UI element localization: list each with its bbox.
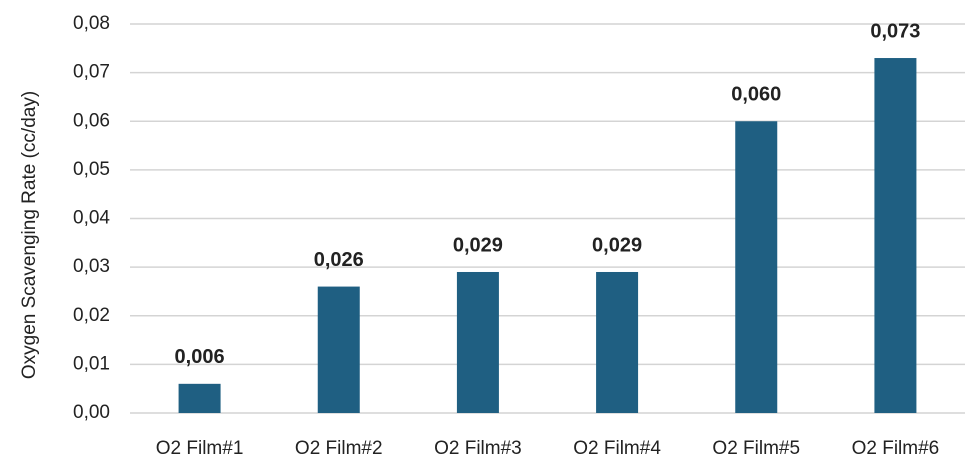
bar	[317, 286, 360, 413]
value-label: 0,029	[453, 234, 503, 256]
bar	[596, 271, 639, 413]
y-tick-label: 0,02	[73, 305, 110, 326]
y-tick-label: 0,00	[73, 402, 110, 423]
y-axis-title: Oxygen Scavenging Rate (cc/day)	[19, 91, 40, 379]
x-tick-label: O2 Film#3	[434, 438, 522, 459]
value-label: 0,029	[592, 234, 642, 256]
y-tick-label: 0,05	[73, 159, 110, 180]
bar	[874, 58, 917, 413]
y-tick-label: 0,01	[73, 353, 110, 374]
bar	[456, 271, 499, 413]
x-tick-label: O2 Film#6	[852, 438, 940, 459]
x-tick-label: O2 Film#2	[295, 438, 383, 459]
value-label: 0,026	[314, 249, 364, 271]
x-tick-label: O2 Film#5	[712, 438, 800, 459]
x-tick-label: O2 Film#4	[573, 438, 661, 459]
x-tick-label: O2 Film#1	[156, 438, 244, 459]
y-tick-label: 0,07	[73, 62, 110, 83]
value-label: 0,006	[175, 346, 225, 368]
y-tick-label: 0,03	[73, 256, 110, 277]
y-tick-label: 0,06	[73, 110, 110, 131]
y-tick-label: 0,08	[73, 13, 110, 34]
value-label: 0,060	[731, 84, 781, 106]
value-label: 0,073	[870, 20, 920, 42]
bar	[178, 383, 221, 413]
y-tick-label: 0,04	[73, 208, 110, 229]
bar	[735, 121, 778, 413]
